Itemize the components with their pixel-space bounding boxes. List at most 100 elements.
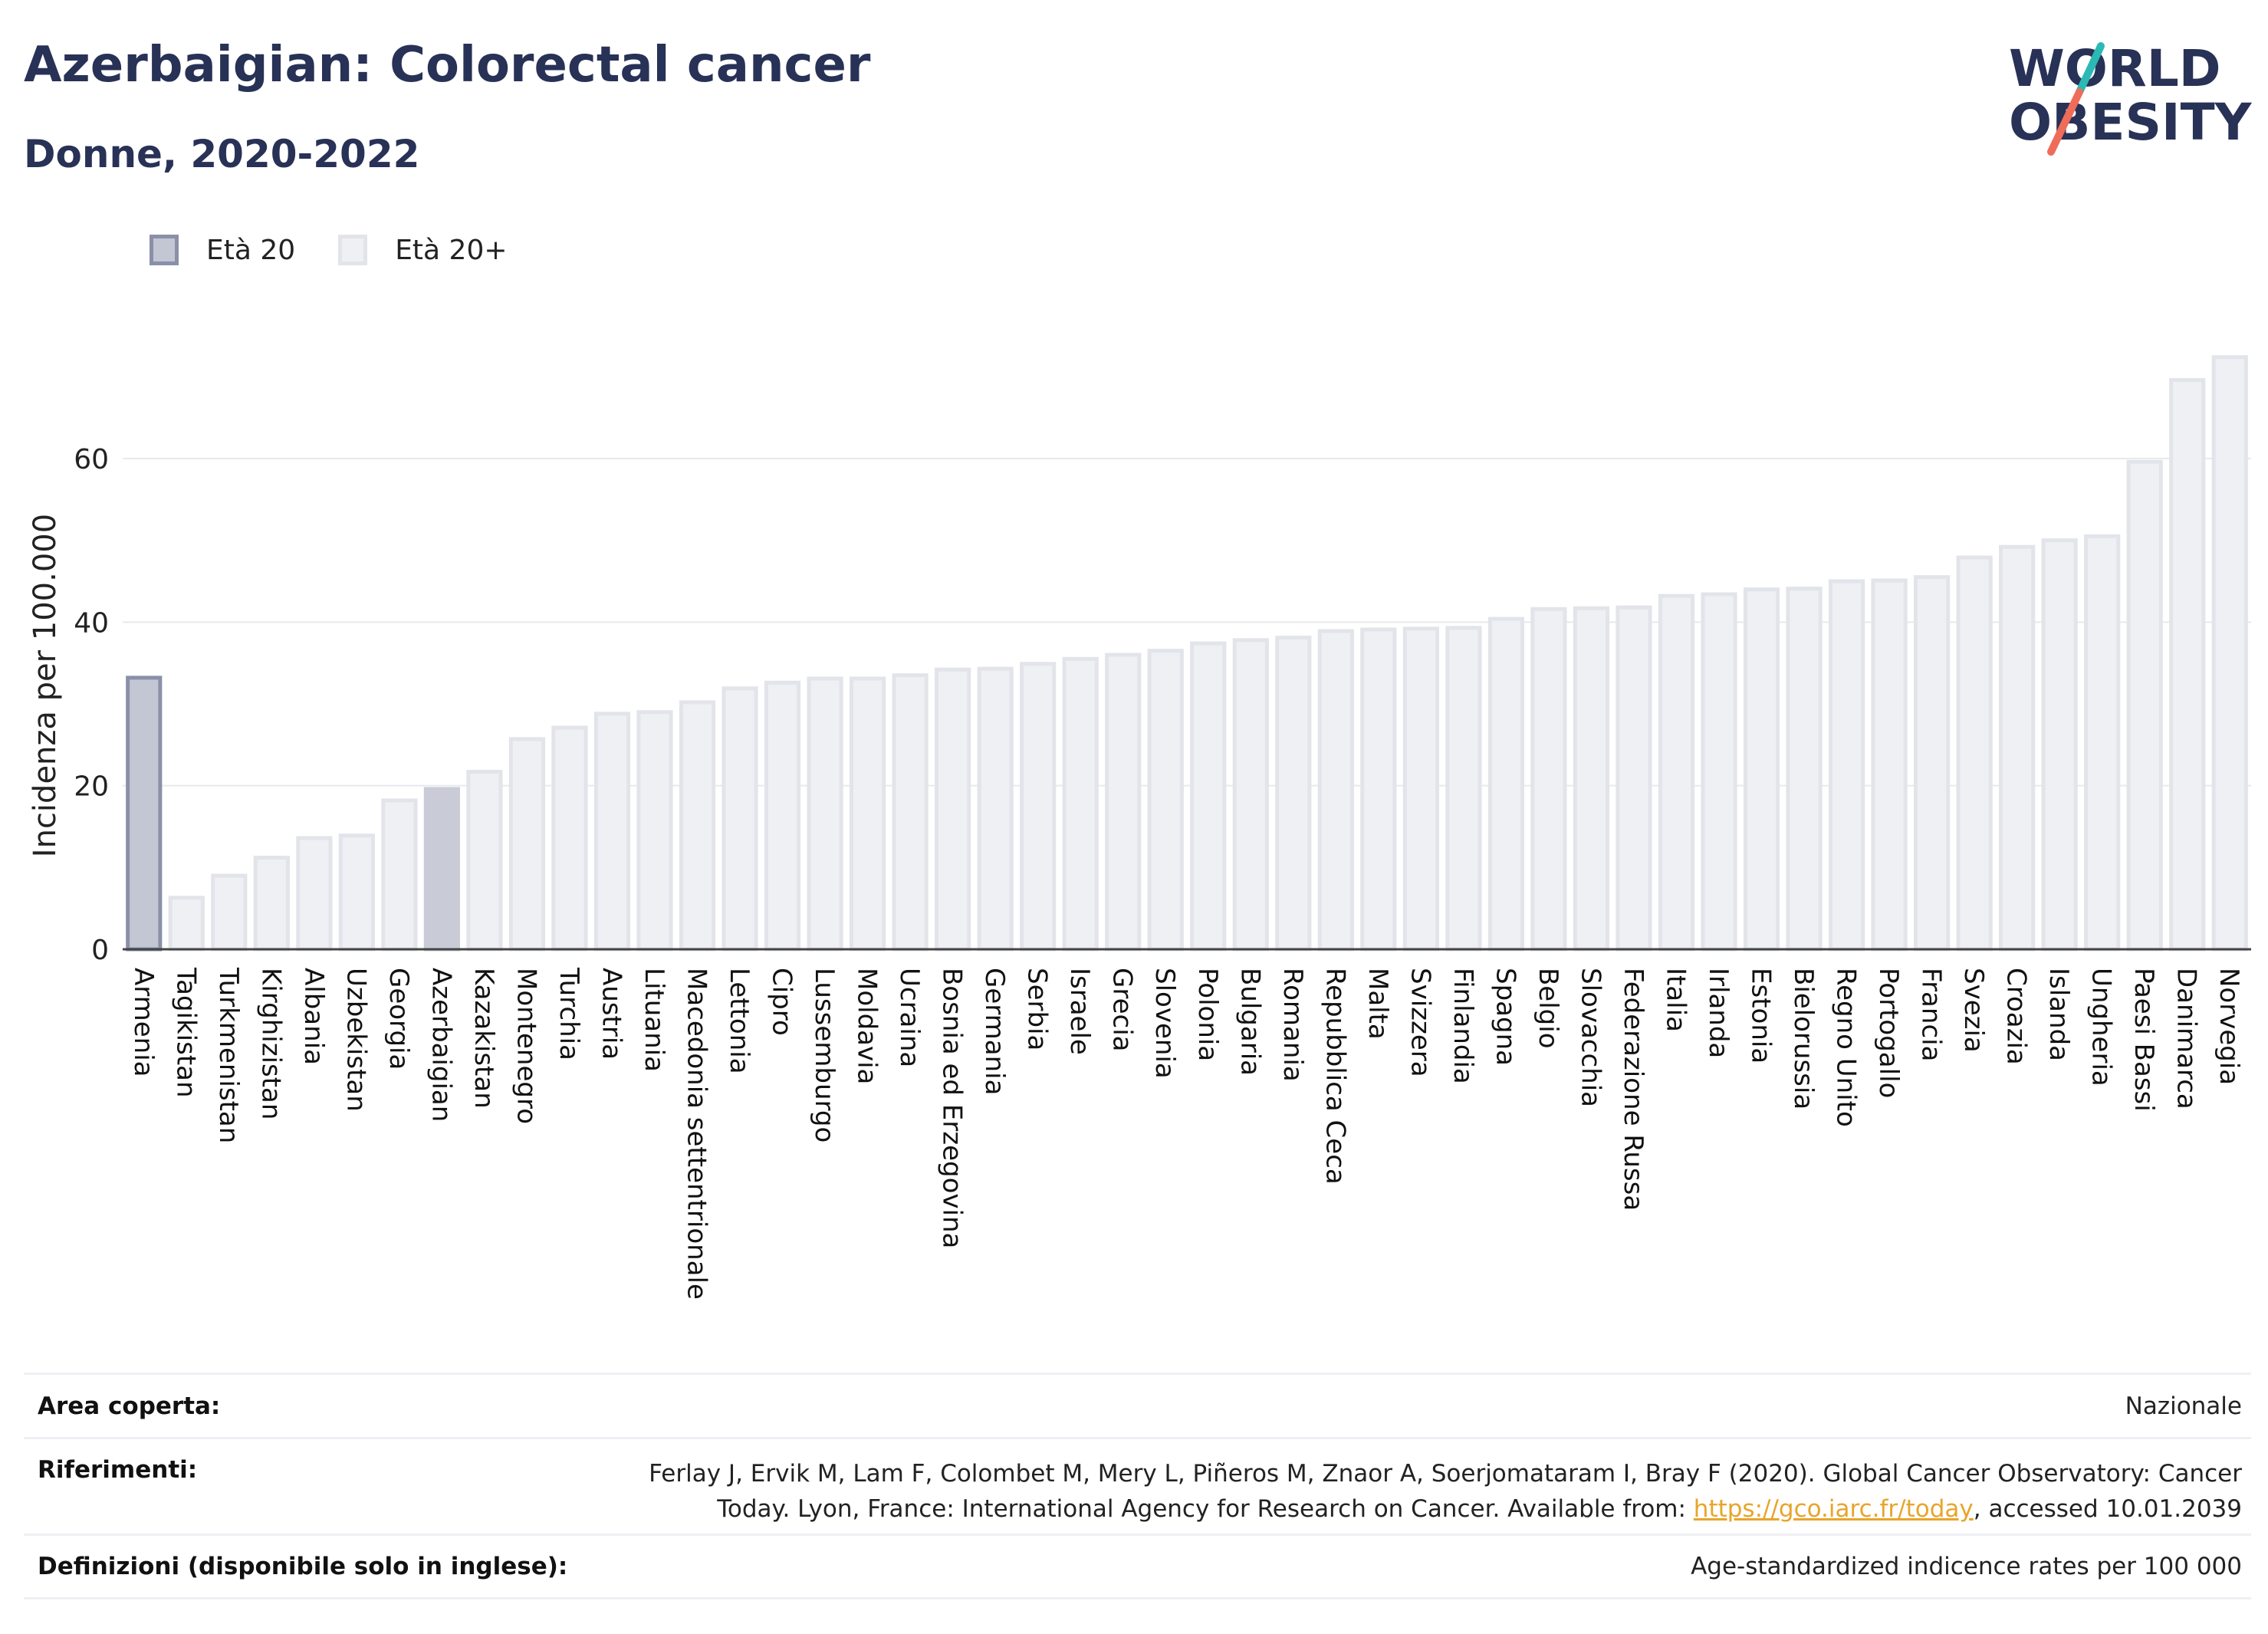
bar-turchia: [551, 725, 588, 952]
chart-title: Azerbaigian: Colorectal cancer: [24, 37, 871, 94]
y-tick-label: 40: [74, 607, 109, 639]
x-tick-label: Kirghizistan: [255, 968, 286, 1119]
logo-slash-coral-icon: [2047, 88, 2083, 156]
bar-ucraina: [892, 673, 929, 952]
bar-svezia: [1956, 555, 1993, 952]
x-tick-label: Lussemburgo: [809, 968, 840, 1142]
bar-bulgaria: [1232, 638, 1269, 952]
reference-link[interactable]: https://gco.iarc.fr/today: [1693, 1495, 1974, 1523]
y-tick-label: 0: [91, 935, 109, 966]
legend-item-eta-20[interactable]: Età 20: [150, 235, 295, 266]
bar-uzbekistan: [338, 833, 375, 952]
logo-line1: WORLD: [2009, 39, 2221, 98]
x-tick-label: Serbia: [1022, 968, 1053, 1050]
bar-lussemburgo: [807, 676, 843, 952]
footer-value: Nazionale: [2125, 1392, 2242, 1420]
bar-israele: [1062, 656, 1099, 952]
footer-row-references: Riferimenti: Ferlay J, Ervik M, Lam F, C…: [24, 1437, 2251, 1534]
x-tick-label: Azerbaigian: [426, 968, 456, 1122]
x-tick-label: Bosnia ed Erzegovina: [937, 968, 968, 1248]
x-tick-label: Repubblica Ceca: [1320, 968, 1350, 1185]
x-tick-label: Israele: [1064, 968, 1095, 1055]
x-tick-label: Armenia: [128, 968, 159, 1077]
bar-lituania: [636, 710, 673, 952]
legend-swatch-icon: [150, 235, 179, 265]
x-tick-label: Regno Unito: [1831, 968, 1862, 1127]
x-tick-label: Paesi Bassi: [2128, 968, 2159, 1112]
bar-danimarca: [2169, 378, 2206, 952]
x-tick-label: Croazia: [2001, 968, 2032, 1065]
bar-turkmenistan: [211, 873, 248, 952]
x-tick-label: Tagikistan: [170, 967, 201, 1098]
x-tick-label: Lettonia: [724, 968, 754, 1074]
bar-francia: [1914, 575, 1951, 952]
bar-paesi-bassi: [2126, 459, 2163, 952]
x-tick-label: Estonia: [1746, 968, 1777, 1064]
bar-polonia: [1190, 641, 1227, 952]
bar-finlandia: [1445, 626, 1482, 952]
bar-chart: 0 20 40 60 Incidenza per 100.000 Armenia Tagik…: [28, 355, 2251, 1300]
x-tick-label: Bulgaria: [1234, 968, 1265, 1076]
x-tick-label: Macedonia settentrionale: [682, 968, 712, 1300]
bar-slovenia: [1147, 649, 1184, 952]
world-obesity-logo: WORLD OBESITY: [2009, 39, 2253, 156]
x-tick-label: Bielorussia: [1788, 968, 1819, 1110]
reference-accessed: , accessed 10.01.2039: [1973, 1495, 2242, 1523]
footer-label: Definizioni (disponibile solo in inglese…: [38, 1553, 568, 1580]
x-tick-label: Finlandia: [1448, 968, 1478, 1084]
x-tick-label: Belgio: [1533, 968, 1563, 1049]
bar-bosnia-ed-erzegovina: [935, 667, 971, 952]
x-tick-label: Svizzera: [1405, 968, 1435, 1077]
x-tick-label: Austria: [596, 968, 626, 1060]
bar-ungheria: [2084, 534, 2121, 952]
legend-label: Età 20+: [395, 234, 508, 266]
x-tick-label: Federazione Russa: [1618, 968, 1648, 1211]
x-tick-label: Kazakistan: [468, 968, 499, 1109]
bar-islanda: [2041, 538, 2078, 952]
x-tick-label: Polonia: [1192, 968, 1223, 1061]
footer-label: Area coperta:: [38, 1392, 221, 1420]
x-tick-label: Ungheria: [2086, 968, 2117, 1087]
y-tick-label: 60: [74, 444, 109, 475]
logo-slash-teal-icon: [2076, 42, 2105, 96]
x-tick-label: Norvegia: [2214, 968, 2244, 1085]
bar-spagna: [1487, 616, 1524, 952]
x-tick-label: Albania: [298, 968, 329, 1065]
x-tick-label: Spagna: [1490, 968, 1520, 1066]
bar-repubblica-ceca: [1317, 629, 1354, 952]
footer-value: Age-standardized indicence rates per 100…: [1691, 1553, 2242, 1580]
bar-regno-unito: [1828, 579, 1865, 952]
bar-bielorussia: [1786, 587, 1823, 952]
bar-italia: [1658, 593, 1695, 952]
x-tick-label: Portogallo: [1873, 968, 1904, 1098]
x-tick-label: Slovenia: [1149, 968, 1180, 1079]
bar-macedonia-settentrionale: [679, 700, 716, 952]
bar-albania: [296, 836, 333, 952]
bar-belgio: [1530, 607, 1567, 952]
x-tick-label: Lituania: [639, 968, 669, 1072]
x-tick-label: Danimarca: [2171, 968, 2202, 1110]
bar-cipro: [764, 680, 801, 952]
bar-croazia: [1999, 544, 2036, 952]
bar-romania: [1275, 636, 1312, 952]
bar-estonia: [1743, 587, 1780, 952]
logo-line2: OBESITY: [2009, 93, 2253, 152]
x-tick-label: Islanda: [2043, 968, 2074, 1061]
bar-kazakistan: [466, 770, 503, 952]
bar-azerbaigian: [423, 787, 460, 952]
legend-item-eta-20-plus[interactable]: Età 20+: [338, 234, 508, 266]
bar-austria: [593, 712, 631, 952]
x-tick-label: Germania: [979, 968, 1010, 1095]
footer-label: Riferimenti:: [38, 1456, 198, 1484]
x-tick-label: Italia: [1660, 968, 1691, 1032]
legend-swatch-icon: [338, 235, 368, 265]
x-tick-label: Ucraina: [894, 968, 925, 1067]
x-tick-label: Svezia: [1958, 968, 1989, 1053]
x-tick-label: Montenegro: [511, 968, 541, 1124]
bar-tagikistan: [168, 896, 205, 952]
bar-moldavia: [850, 676, 886, 952]
bar-georgia: [381, 798, 418, 952]
legend: Età 20 Età 20+: [150, 230, 551, 270]
x-tick-label: Malta: [1362, 968, 1393, 1040]
x-tick-label: Georgia: [383, 968, 414, 1070]
